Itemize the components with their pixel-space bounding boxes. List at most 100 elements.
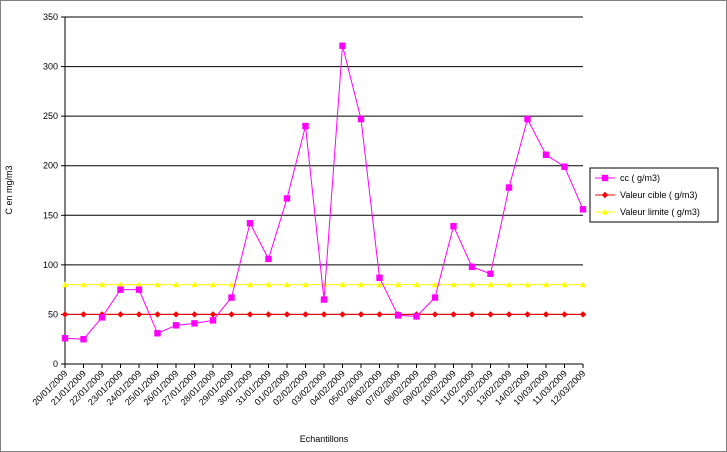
marker bbox=[283, 195, 291, 202]
marker bbox=[246, 311, 254, 318]
marker bbox=[376, 311, 383, 318]
marker bbox=[302, 311, 309, 318]
marker bbox=[357, 281, 365, 288]
y-tick-label: 350 bbox=[43, 12, 58, 22]
marker bbox=[80, 311, 87, 318]
marker bbox=[413, 313, 420, 320]
marker bbox=[561, 311, 568, 318]
marker bbox=[172, 322, 180, 329]
marker bbox=[339, 311, 346, 318]
marker bbox=[135, 311, 143, 318]
marker bbox=[154, 330, 161, 337]
marker bbox=[450, 281, 457, 288]
legend-label: Valeur limite ( g/m3) bbox=[620, 207, 700, 217]
marker bbox=[283, 311, 291, 318]
y-tick-label: 0 bbox=[53, 359, 58, 369]
marker bbox=[524, 281, 531, 288]
marker bbox=[209, 317, 217, 324]
marker bbox=[172, 311, 180, 318]
marker bbox=[394, 312, 402, 319]
marker bbox=[117, 286, 124, 293]
marker bbox=[246, 220, 254, 227]
marker bbox=[357, 311, 365, 318]
marker bbox=[450, 311, 457, 318]
marker bbox=[579, 281, 587, 288]
y-tick-label: 250 bbox=[43, 111, 58, 121]
marker bbox=[320, 296, 328, 303]
marker bbox=[61, 335, 69, 342]
marker bbox=[135, 286, 143, 293]
y-tick-label: 150 bbox=[43, 210, 58, 220]
marker bbox=[283, 281, 291, 288]
marker bbox=[339, 42, 346, 49]
marker bbox=[191, 281, 198, 288]
marker bbox=[265, 311, 272, 318]
marker bbox=[228, 281, 235, 288]
marker bbox=[80, 336, 87, 343]
y-axis-title: C en mg/m3 bbox=[4, 165, 14, 214]
marker bbox=[154, 281, 161, 288]
marker bbox=[191, 320, 198, 327]
marker bbox=[431, 281, 439, 288]
marker bbox=[172, 281, 180, 288]
marker bbox=[450, 222, 457, 230]
legend-marker bbox=[601, 191, 609, 199]
marker bbox=[524, 311, 531, 318]
legend-label: Valeur cible ( g/m3) bbox=[620, 190, 697, 200]
marker bbox=[431, 294, 439, 301]
marker bbox=[468, 311, 476, 318]
marker bbox=[561, 163, 568, 170]
marker bbox=[468, 263, 476, 271]
y-tick-label: 50 bbox=[48, 309, 58, 319]
x-axis-title: Echantillons bbox=[300, 434, 349, 444]
marker bbox=[265, 255, 272, 263]
marker bbox=[431, 311, 439, 318]
marker bbox=[61, 311, 69, 318]
marker bbox=[394, 281, 402, 288]
marker bbox=[376, 281, 383, 288]
marker bbox=[487, 311, 494, 318]
marker bbox=[542, 281, 550, 288]
marker bbox=[302, 281, 309, 288]
y-tick-label: 300 bbox=[43, 62, 58, 72]
marker bbox=[246, 281, 254, 288]
marker bbox=[117, 281, 124, 288]
marker bbox=[154, 311, 161, 318]
marker bbox=[561, 281, 568, 288]
plot-area bbox=[65, 17, 583, 364]
marker bbox=[487, 270, 494, 277]
y-tick-label: 100 bbox=[43, 260, 58, 270]
marker bbox=[320, 311, 328, 318]
legend-marker bbox=[601, 174, 609, 182]
marker bbox=[228, 294, 235, 301]
marker bbox=[265, 281, 272, 288]
marker bbox=[413, 281, 420, 288]
marker bbox=[302, 122, 309, 130]
marker bbox=[505, 184, 513, 191]
y-tick-label: 200 bbox=[43, 161, 58, 171]
marker bbox=[209, 281, 217, 288]
marker bbox=[339, 281, 346, 288]
marker bbox=[542, 311, 550, 318]
marker bbox=[542, 151, 550, 159]
marker bbox=[505, 281, 513, 288]
marker bbox=[579, 206, 587, 213]
marker bbox=[61, 281, 69, 288]
marker bbox=[117, 311, 124, 318]
marker bbox=[98, 314, 106, 321]
marker bbox=[98, 281, 106, 288]
marker bbox=[487, 281, 494, 288]
marker bbox=[468, 281, 476, 288]
marker bbox=[80, 281, 87, 288]
marker bbox=[228, 311, 235, 318]
marker bbox=[524, 115, 531, 123]
marker bbox=[357, 115, 365, 123]
marker bbox=[579, 311, 587, 318]
marker bbox=[209, 311, 217, 318]
legend-label: cc ( g/m3) bbox=[620, 173, 660, 183]
marker bbox=[191, 311, 198, 318]
marker bbox=[505, 311, 513, 318]
marker bbox=[135, 281, 143, 288]
marker bbox=[376, 274, 383, 281]
